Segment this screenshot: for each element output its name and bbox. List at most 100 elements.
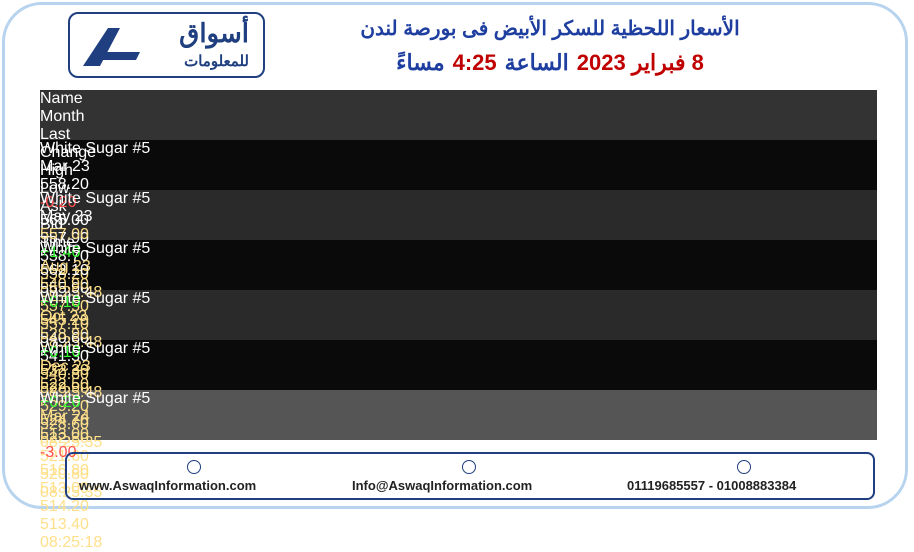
subtitle-part: الساعة bbox=[504, 50, 569, 75]
cell: 513.00 bbox=[40, 480, 126, 498]
data-row-text: White Sugar #5 bbox=[40, 390, 151, 407]
cell: 558.20 bbox=[40, 266, 125, 284]
cell: 08:25:48 bbox=[40, 384, 162, 402]
cell: Mar 23 bbox=[40, 158, 113, 176]
data-row-text: 532.30 bbox=[40, 362, 89, 379]
data-row-text: 522.50 bbox=[40, 376, 89, 393]
data-row-text: Aug 23 bbox=[40, 258, 91, 275]
cell: 565.00 bbox=[40, 212, 122, 230]
data-row-text: 524.70 bbox=[40, 412, 89, 429]
data-row-text: 08:25:18 bbox=[40, 534, 103, 551]
cell: Change bbox=[40, 144, 118, 162]
data-row-text: Oct 23 bbox=[40, 308, 88, 325]
footer: www.AswaqInformation.com Info@AswaqInfor… bbox=[65, 452, 875, 500]
cell: White Sugar #5 bbox=[40, 240, 177, 258]
cell: +0.10 bbox=[40, 344, 118, 362]
cell: 541.30 bbox=[40, 348, 127, 366]
data-row-text: 545.20 bbox=[40, 312, 89, 329]
data-row-text: 558.20 bbox=[40, 176, 89, 193]
cell: Oct 23 bbox=[40, 308, 113, 326]
data-row-text: 516.80 bbox=[40, 462, 89, 479]
cell: High bbox=[40, 162, 122, 180]
data-row-text: 08:25:48 bbox=[40, 284, 103, 301]
cell: 516.80 bbox=[40, 462, 122, 480]
cell: 555.90 bbox=[40, 280, 126, 298]
header-row-text: Low bbox=[40, 180, 70, 197]
frame bbox=[2, 2, 908, 509]
cell: Month bbox=[40, 108, 113, 126]
cell: 513.40 bbox=[40, 516, 125, 534]
header-row-text: High bbox=[40, 162, 73, 179]
data-row-text: 514.20 bbox=[40, 498, 89, 515]
data-row-text: 562.10 bbox=[40, 262, 89, 279]
cell: 08:25:18 bbox=[40, 534, 162, 552]
data-row-text: -0.20 bbox=[40, 194, 77, 211]
data-row-text: White Sugar #5 bbox=[40, 240, 151, 257]
header-row-text: Ask bbox=[40, 198, 67, 215]
data-row-text: 08:25:48 bbox=[40, 334, 103, 351]
cell: Mar 24 bbox=[40, 408, 113, 426]
cell: 522.30 bbox=[40, 430, 126, 448]
cell: 558.70 bbox=[40, 248, 127, 266]
header-row-text: Name bbox=[40, 90, 83, 107]
data-row-text: 565.00 bbox=[40, 212, 89, 229]
data-row-text: 557.50 bbox=[40, 298, 89, 315]
cell: 557.50 bbox=[40, 298, 127, 316]
header-row: Name Month Last Change High Low Ask Bid Time bbox=[40, 90, 877, 251]
data-row-text: 529.20 bbox=[40, 398, 89, 415]
data-row-text: 08:25:48 bbox=[40, 384, 103, 401]
subtitle-part: 4:25 bbox=[452, 50, 497, 75]
data-row-text: Mar 23 bbox=[40, 158, 90, 175]
data-row-text: +0.10 bbox=[40, 344, 81, 361]
header-row-text: Month bbox=[40, 108, 85, 125]
data-row-text: 557.10 bbox=[40, 316, 89, 333]
data-row-text: Mar 24 bbox=[40, 408, 90, 425]
cell: +1.40 bbox=[40, 244, 118, 262]
subtitle-part: مساءً bbox=[396, 50, 445, 75]
data-row: White Sugar #5 Oct 23 528.90 +0.10 532.30 528… bbox=[40, 290, 877, 451]
data-row-text: White Sugar #5 bbox=[40, 290, 151, 307]
cell: 524.70 bbox=[40, 412, 122, 430]
cell: 528.60 bbox=[40, 416, 125, 434]
data-row-text: 528.60 bbox=[40, 416, 89, 433]
cell: 557.90 bbox=[40, 230, 126, 248]
cell: Aug 23 bbox=[40, 258, 113, 276]
data-row-text: 528.90 bbox=[40, 380, 89, 397]
data-row-text: 558.20 bbox=[40, 266, 89, 283]
cell: +0.10 bbox=[40, 294, 118, 312]
cell: White Sugar #5 bbox=[40, 290, 177, 308]
data-row-text: 08:25:35 bbox=[40, 434, 103, 451]
data-row-text: White Sugar #5 bbox=[40, 340, 151, 357]
data-row-text: 522.30 bbox=[40, 430, 89, 447]
cell: 540.60 bbox=[40, 330, 126, 348]
header-row-text: Bid bbox=[40, 216, 64, 233]
data-row-text: +0.20 bbox=[40, 394, 81, 411]
cell: 522.50 bbox=[40, 376, 127, 394]
data-row-text: 513.40 bbox=[40, 516, 89, 533]
subtitle-part: 8 فبراير 2023 bbox=[576, 50, 704, 75]
price-table: Name Month Last Change High Low Ask Bid Time Whit… bbox=[40, 90, 877, 551]
data-row: White Sugar #5 Aug 23 540.90 +0.10 545.20 540… bbox=[40, 240, 877, 401]
data-row-text: 540.90 bbox=[40, 276, 89, 293]
data-row-text: 541.30 bbox=[40, 348, 89, 365]
cell: Bid bbox=[40, 216, 125, 234]
mail-icon bbox=[462, 460, 476, 474]
title: الأسعار اللحظية للسكر الأبيض فى بورصة لن… bbox=[360, 18, 740, 40]
data-row-text: 540.60 bbox=[40, 330, 89, 347]
cell: 08:25:48 bbox=[40, 334, 162, 352]
data-row: White Sugar #5 Dec 23 522.50 +0.20 524.70 522… bbox=[40, 340, 877, 501]
cell: 557.10 bbox=[40, 316, 125, 334]
logo-mark bbox=[83, 28, 140, 66]
cell: Last bbox=[40, 126, 127, 144]
phone-icon bbox=[737, 460, 751, 474]
header-row-text: Last bbox=[40, 126, 71, 143]
cell: 532.30 bbox=[40, 362, 122, 380]
cell: White Sugar #5 bbox=[40, 190, 177, 208]
data-row-text: +0.10 bbox=[40, 294, 81, 311]
data-row-text: White Sugar #5 bbox=[40, 190, 151, 207]
subtitle: 8 فبراير 2023 الساعة 4:25 مساءً bbox=[290, 50, 810, 76]
data-row-text: 540.80 bbox=[40, 366, 89, 383]
data-row-text: 528.90 bbox=[40, 326, 89, 343]
cell: 08:25:48 bbox=[40, 284, 162, 302]
